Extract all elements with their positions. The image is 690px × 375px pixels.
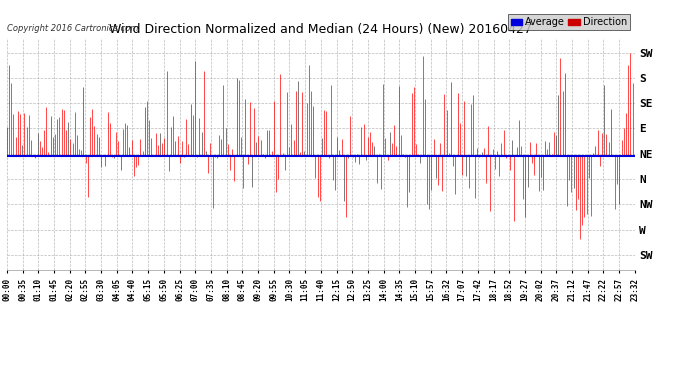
Title: Wind Direction Normalized and Median (24 Hours) (New) 20160427: Wind Direction Normalized and Median (24… (110, 23, 532, 36)
Legend: Average, Direction: Average, Direction (508, 15, 630, 30)
Text: Copyright 2016 Cartronics.com: Copyright 2016 Cartronics.com (7, 24, 138, 33)
